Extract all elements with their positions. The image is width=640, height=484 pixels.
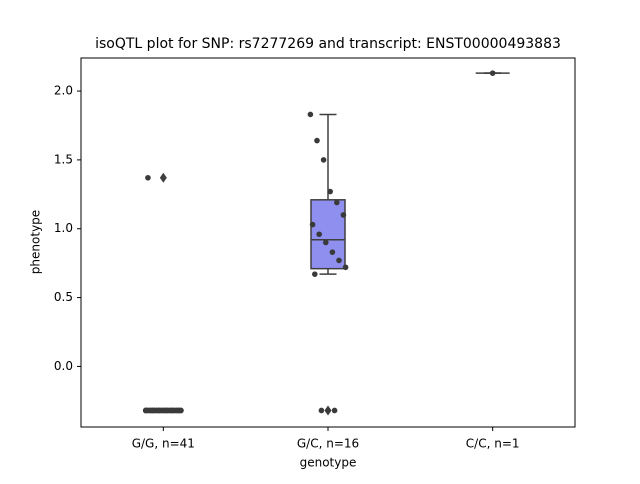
data-point [309, 221, 316, 228]
data-point [175, 407, 182, 414]
chart-title: isoQTL plot for SNP: rs7277269 and trans… [95, 36, 561, 52]
y-tick-label: 2.0 [54, 84, 73, 98]
outlier [159, 172, 167, 183]
y-tick-label: 0.0 [54, 359, 73, 373]
plot-frame [80, 57, 576, 428]
y-tick-label: 1.5 [54, 152, 73, 166]
data-point [156, 407, 162, 414]
x-tick-label: G/C, n=16 [297, 437, 359, 451]
data-point [316, 231, 323, 238]
data-point [334, 199, 340, 206]
data-point [314, 137, 320, 144]
data-point [489, 70, 496, 76]
data-point [312, 271, 318, 277]
data-point [323, 239, 329, 246]
data-point [329, 249, 336, 255]
y-axis-label: phenotype [29, 210, 43, 274]
data-point [149, 407, 156, 414]
data-point [142, 407, 149, 414]
x-axis-label: genotype [300, 456, 357, 470]
y-tick-label: 0.5 [54, 290, 73, 304]
data-point [162, 407, 169, 414]
data-point [327, 188, 334, 195]
data-point [307, 111, 314, 118]
y-tick-label: 1.0 [54, 221, 73, 235]
data-point [169, 407, 175, 414]
data-point [145, 174, 151, 181]
data-point [342, 264, 349, 271]
data-point [320, 157, 327, 163]
x-tick-label: C/C, n=1 [466, 437, 520, 451]
data-point [336, 257, 342, 264]
x-tick-label: G/G, n=41 [132, 437, 195, 451]
data-point [325, 407, 331, 414]
data-point [318, 407, 325, 414]
data-point [340, 212, 347, 218]
data-point [331, 407, 338, 414]
